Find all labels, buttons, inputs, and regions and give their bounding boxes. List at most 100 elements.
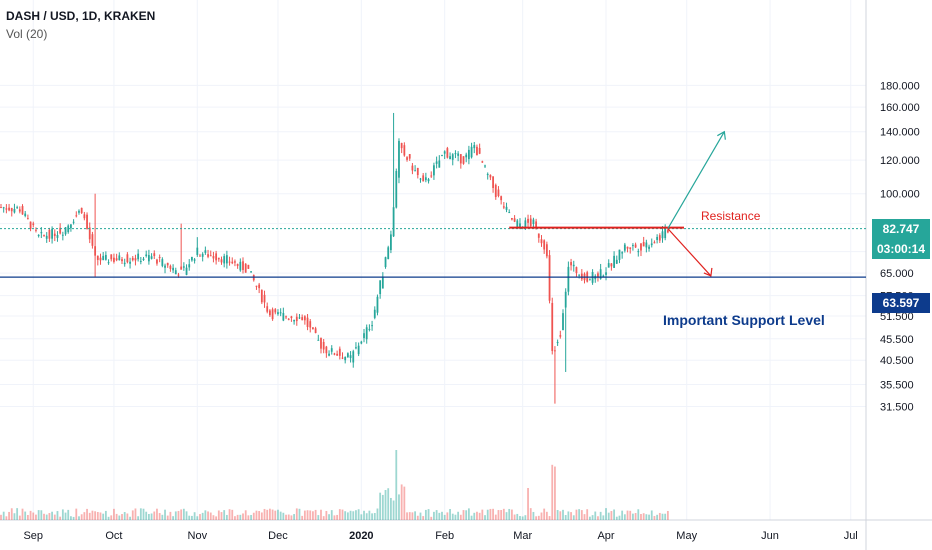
volume-bar: [357, 509, 360, 520]
volume-bar: [61, 509, 64, 520]
candle-body: [301, 317, 304, 321]
volume-bar: [462, 510, 465, 520]
volume-bar: [486, 509, 489, 520]
candle-body: [621, 252, 624, 254]
candle-body: [182, 266, 185, 268]
candle-body: [661, 231, 664, 239]
volume-bar: [59, 516, 62, 520]
candle-body: [371, 325, 373, 327]
volume-bar: [430, 516, 433, 520]
volume-bar: [511, 509, 513, 520]
candle-body: [215, 253, 218, 261]
candle-body: [537, 233, 540, 238]
volume-bar: [373, 512, 376, 520]
candle-body: [96, 255, 99, 260]
x-tick-label: Jun: [761, 530, 779, 542]
volume-bar: [147, 513, 150, 520]
candle-body: [0, 207, 2, 209]
candle-body: [658, 235, 661, 241]
volume-bar: [422, 516, 425, 520]
candle-body: [376, 296, 379, 313]
volume-bar: [228, 509, 231, 520]
volume-bar: [532, 511, 535, 520]
volume-bar: [244, 510, 247, 520]
volume-bar: [336, 514, 339, 520]
x-tick-label: Apr: [597, 530, 614, 542]
candle-body: [492, 176, 494, 189]
volume-bar: [381, 494, 384, 520]
candle-body: [306, 317, 309, 327]
candle-body: [113, 257, 115, 262]
volume-bar: [72, 516, 75, 520]
candle-body: [107, 262, 110, 264]
candle-body: [244, 263, 247, 273]
candle-body: [287, 318, 290, 320]
candle-body: [142, 258, 145, 261]
volume-bar: [51, 511, 53, 520]
volume-bar: [352, 511, 355, 520]
volume-bar: [70, 516, 72, 520]
volume-bar: [32, 512, 35, 520]
volume-bar: [64, 512, 67, 520]
candle-body: [322, 341, 325, 350]
candle-body: [451, 154, 454, 160]
candle-body: [500, 196, 503, 201]
volume-bar: [137, 516, 140, 520]
candle-body: [494, 184, 497, 198]
volume-bar: [212, 515, 215, 520]
candle-body: [508, 212, 511, 214]
candle-body: [247, 264, 250, 269]
volume-bar: [5, 516, 8, 520]
candle-body: [24, 213, 27, 216]
candle-body: [572, 264, 575, 267]
candle-body: [524, 220, 527, 228]
volume-bar: [623, 514, 626, 520]
candle-body: [645, 242, 648, 248]
volume-bar: [446, 512, 449, 520]
volume-bar: [416, 515, 419, 520]
candle-body: [433, 165, 435, 176]
candle-body: [56, 234, 59, 238]
volume-bar: [174, 511, 177, 520]
candle-body: [303, 316, 306, 321]
candle-body: [634, 244, 637, 248]
volume-bar: [451, 513, 454, 520]
volume-bar: [220, 512, 223, 520]
volume-bar: [172, 516, 174, 520]
volume-bar: [231, 509, 234, 520]
candle-body: [217, 257, 220, 260]
candle-body: [263, 294, 266, 303]
candle-body: [352, 351, 355, 363]
volume-bar: [26, 514, 29, 520]
volume-bar: [508, 508, 511, 520]
volume-bar: [562, 509, 564, 520]
candle-body: [623, 244, 626, 251]
volume-bar: [191, 515, 193, 520]
candle-body: [37, 234, 40, 237]
candle-body: [446, 148, 449, 158]
candle-body: [164, 265, 166, 268]
candle-body: [94, 246, 97, 256]
candle-body: [532, 219, 535, 224]
candle-body: [177, 274, 180, 276]
volume-bar: [597, 516, 599, 520]
volume-bar: [346, 512, 349, 520]
candle-body: [416, 167, 419, 176]
candle-body: [43, 234, 45, 236]
candle-body: [556, 342, 559, 344]
volume-indicator-label[interactable]: Vol (20): [6, 27, 48, 41]
volume-bar: [158, 513, 161, 520]
volume-bar: [433, 511, 435, 520]
candle-body: [615, 259, 618, 264]
volume-bar: [599, 511, 602, 520]
volume-bar: [239, 514, 242, 520]
volume-bar: [293, 514, 296, 520]
candle-body: [422, 175, 425, 182]
volume-bar: [406, 512, 408, 520]
candle-body: [260, 289, 263, 303]
candle-body: [360, 341, 363, 344]
candle-body: [223, 256, 226, 264]
candle-body: [269, 310, 271, 316]
candle-body: [570, 262, 572, 266]
